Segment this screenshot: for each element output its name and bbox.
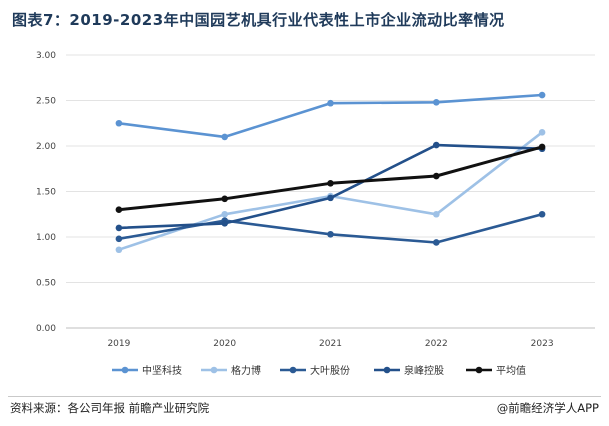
legend-label: 中坚科技 (142, 364, 182, 377)
data-point (538, 210, 546, 218)
legend-marker (121, 366, 129, 374)
footer-divider (8, 396, 601, 397)
x-tick-label: 2022 (425, 339, 448, 349)
legend-label: 大叶股份 (310, 364, 350, 377)
data-point (433, 210, 440, 218)
legend-marker (210, 366, 218, 374)
y-axis-ticks: 0.00 0.50 1.00 1.50 2.00 2.50 3.00 (36, 51, 56, 334)
x-tick-label: 2020 (213, 339, 236, 349)
y-tick-label: 0.00 (36, 324, 56, 334)
legend-marker (383, 366, 391, 374)
y-tick-label: 0.50 (36, 279, 56, 289)
legend-label: 平均值 (496, 364, 526, 377)
line-chart: 0.00 0.50 1.00 1.50 2.00 2.50 3.00 2019 2020 202… (36, 51, 595, 377)
x-tick-label: 2021 (319, 339, 342, 349)
data-point (433, 99, 440, 106)
series-line (117, 213, 544, 244)
source-note: 资料来源：各公司年报 前瞻产业研究院 (10, 401, 210, 415)
data-point (221, 210, 228, 218)
data-point (433, 239, 440, 246)
footer: 资料来源：各公司年报 前瞻产业研究院 @前瞻经济学人APP (0, 396, 609, 426)
data-point (433, 141, 440, 149)
y-tick-label: 3.00 (36, 51, 56, 61)
data-point (433, 172, 440, 180)
data-point (115, 224, 123, 232)
data-point (115, 206, 123, 213)
data-point (327, 194, 334, 202)
x-tick-label: 2023 (531, 339, 554, 349)
data-point (538, 91, 546, 99)
data-point (538, 129, 546, 136)
y-tick-label: 1.50 (36, 188, 56, 198)
x-tick-label: 2019 (107, 339, 130, 349)
data-point (115, 246, 123, 254)
series-lines (115, 91, 546, 254)
y-tick-label: 2.50 (36, 97, 56, 107)
data-point (221, 133, 228, 141)
legend-label: 泉峰控股 (404, 364, 444, 377)
data-point (327, 180, 334, 187)
data-point (221, 220, 228, 227)
data-point (115, 119, 123, 127)
y-tick-label: 2.00 (36, 142, 56, 152)
brand-credit: @前瞻经济学人APP (496, 401, 599, 415)
data-point (327, 230, 334, 238)
data-point (221, 195, 228, 203)
legend: 中坚科技 格力博 大叶股份 泉峰控股 平均值 (112, 364, 526, 377)
y-tick-label: 1.00 (36, 233, 56, 243)
data-point (327, 99, 334, 107)
data-point (115, 235, 123, 243)
legend-label: 格力博 (231, 364, 261, 377)
chart-title: 图表7：2019-2023年中国园艺机具行业代表性上市企业流动比率情况 (12, 11, 505, 29)
data-point (538, 143, 546, 151)
legend-marker (475, 366, 483, 374)
x-axis-ticks: 2019 2020 2021 2022 2023 (107, 339, 553, 349)
legend-marker (289, 366, 297, 374)
